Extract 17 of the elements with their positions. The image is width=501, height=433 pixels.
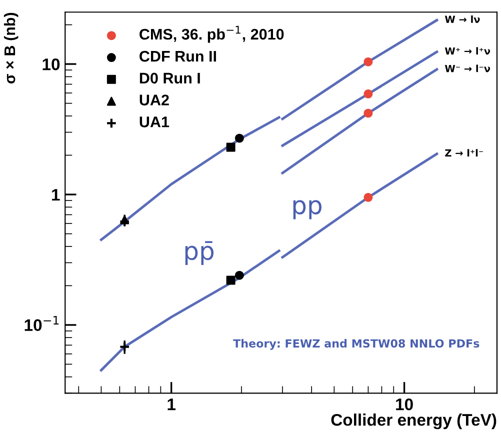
x-axis-title: Collider energy (TeV)	[331, 414, 496, 430]
series-label: W → lν	[444, 15, 480, 23]
y-tick-label: 10$^{−1}$	[24, 316, 59, 332]
series-label: W⁺ → l⁺ν	[444, 47, 490, 55]
legend-label: D0 Run I	[140, 72, 200, 84]
annotation: pp̄	[185, 241, 214, 265]
annotation: Theory: FEWZ and MSTW08 NNLO PDFs	[233, 338, 480, 350]
series-label: Z → l⁺l⁻	[445, 149, 483, 157]
legend-label: CMS, 36. pb$^{−1}$, 2010	[140, 26, 284, 43]
legend-label: CDF Run II	[140, 50, 216, 62]
legend-label: UA2	[140, 94, 169, 106]
y-tick-label: 1	[52, 189, 60, 201]
series-label: W⁻ → l⁻ν	[444, 64, 490, 72]
annotation: pp	[293, 200, 322, 220]
y-tick-label: 10	[42, 58, 60, 70]
y-axis-title: σ × B (nb)	[4, 12, 18, 84]
legend-label: UA1	[140, 116, 170, 128]
